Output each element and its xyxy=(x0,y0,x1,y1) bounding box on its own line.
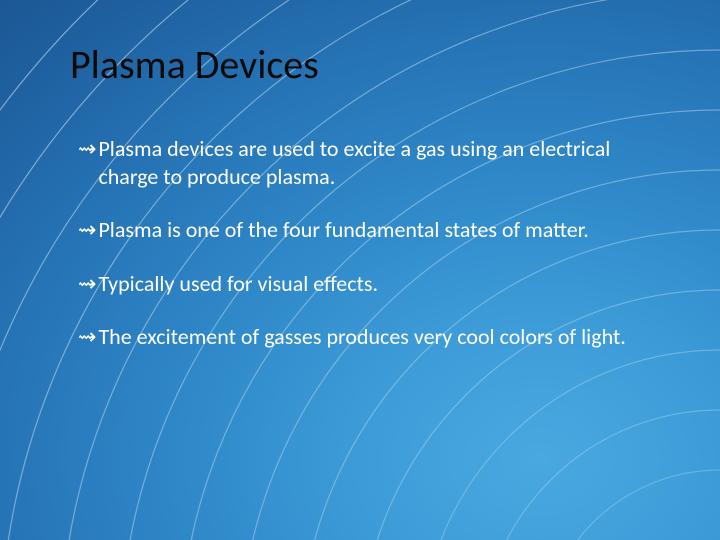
bullet-item: ⇝Typically used for visual effects. xyxy=(78,270,660,298)
bullet-text: Typically used for visual effects. xyxy=(98,270,660,298)
bullet-text: Plasma is one of the four fundamental st… xyxy=(98,216,660,244)
bullet-text: The excitement of gasses produces very c… xyxy=(98,323,660,351)
bullet-item: ⇝Plasma is one of the four fundamental s… xyxy=(78,216,660,244)
bullet-glyph-icon: ⇝ xyxy=(78,135,96,163)
bullet-item: ⇝Plasma devices are used to excite a gas… xyxy=(78,135,660,190)
bullet-glyph-icon: ⇝ xyxy=(78,270,96,298)
bullet-item: ⇝The excitement of gasses produces very … xyxy=(78,323,660,351)
bullet-glyph-icon: ⇝ xyxy=(78,216,96,244)
bullet-text: Plasma devices are used to excite a gas … xyxy=(98,135,660,190)
bullet-glyph-icon: ⇝ xyxy=(78,323,96,351)
slide: Plasma Devices ⇝Plasma devices are used … xyxy=(0,0,720,540)
slide-body: ⇝Plasma devices are used to excite a gas… xyxy=(78,135,660,351)
slide-title: Plasma Devices xyxy=(70,40,319,89)
